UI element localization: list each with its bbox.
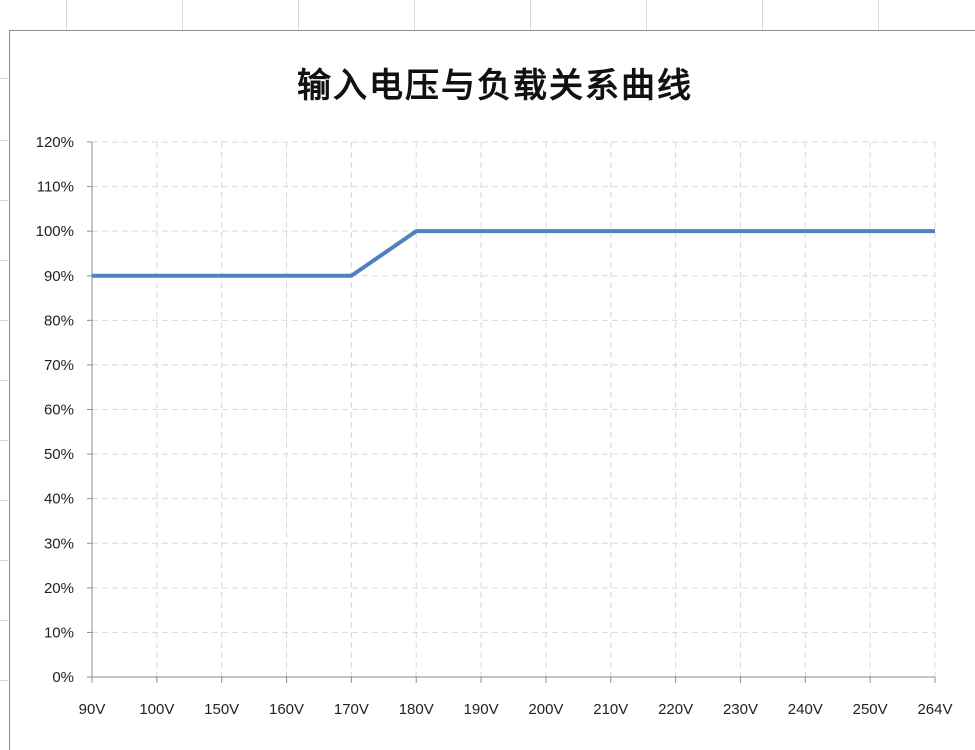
x-tick-label: 190V bbox=[464, 701, 499, 718]
y-tick-label: 30% bbox=[44, 535, 74, 552]
sheet-row-divider bbox=[0, 200, 8, 201]
x-tick-label: 250V bbox=[853, 701, 888, 718]
sheet-row-divider bbox=[0, 620, 8, 621]
sheet-row-divider bbox=[0, 440, 8, 441]
series-line bbox=[92, 229, 935, 278]
sheet-row-divider bbox=[0, 320, 8, 321]
y-tick-label: 60% bbox=[44, 402, 74, 419]
sheet-row-divider bbox=[0, 140, 8, 141]
sheet-column-divider bbox=[298, 0, 299, 30]
sheet-column-divider bbox=[66, 0, 67, 30]
y-tick-label: 40% bbox=[44, 491, 74, 508]
x-tick-label: 100V bbox=[139, 701, 174, 718]
x-tick-label: 160V bbox=[269, 701, 304, 718]
sheet-column-divider bbox=[878, 0, 879, 30]
x-tick-label: 264V bbox=[917, 701, 952, 718]
y-tick-label: 80% bbox=[44, 312, 74, 329]
x-tick-label: 170V bbox=[334, 701, 369, 718]
sheet-row-divider bbox=[0, 560, 8, 561]
x-tick-label: 230V bbox=[723, 701, 758, 718]
sheet-column-divider bbox=[414, 0, 415, 30]
y-tick-label: 120% bbox=[36, 134, 74, 151]
x-tick-label: 240V bbox=[788, 701, 823, 718]
y-tick-label: 0% bbox=[52, 669, 74, 686]
sheet-column-divider bbox=[646, 0, 647, 30]
y-tick-label: 90% bbox=[44, 268, 74, 285]
sheet-row-divider bbox=[0, 500, 8, 501]
x-tick-label: 180V bbox=[399, 701, 434, 718]
y-tick-label: 50% bbox=[44, 446, 74, 463]
sheet-row-divider bbox=[0, 78, 8, 79]
x-tick-label: 200V bbox=[528, 701, 563, 718]
sheet-row-divider bbox=[0, 260, 8, 261]
chart-title: 输入电压与负载关系曲线 bbox=[297, 66, 693, 106]
y-tick-label: 20% bbox=[44, 580, 74, 597]
sheet-column-divider bbox=[762, 0, 763, 30]
sheet-column-divider bbox=[530, 0, 531, 30]
y-tick-label: 100% bbox=[36, 223, 74, 240]
sheet-row-divider bbox=[0, 380, 8, 381]
sheet-column-divider bbox=[182, 0, 183, 30]
x-tick-label: 90V bbox=[79, 701, 106, 718]
x-tick-label: 220V bbox=[658, 701, 693, 718]
chart-area[interactable] bbox=[9, 30, 975, 750]
y-tick-label: 110% bbox=[37, 179, 74, 196]
x-tick-label: 210V bbox=[593, 701, 628, 718]
y-tick-label: 10% bbox=[44, 624, 74, 641]
sheet-row-divider bbox=[0, 680, 8, 681]
y-tick-label: 70% bbox=[44, 357, 74, 374]
x-tick-label: 150V bbox=[204, 701, 239, 718]
